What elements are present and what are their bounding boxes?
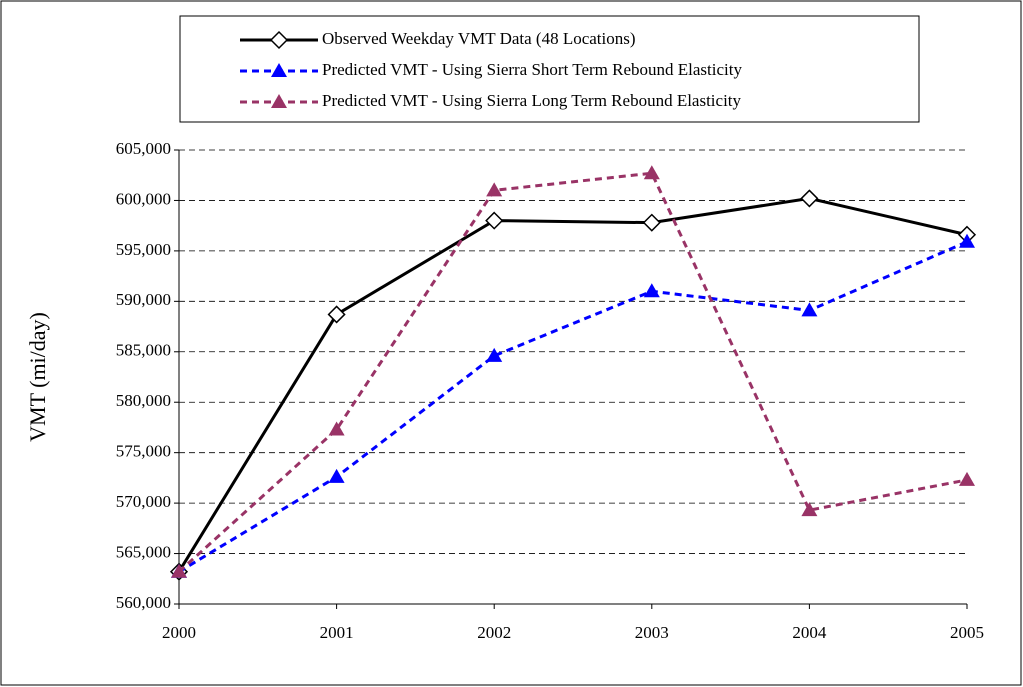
x-tick-label: 2003 [635, 623, 669, 642]
series-line [177, 171, 968, 573]
y-tick-label: 580,000 [116, 391, 171, 410]
legend-label: Observed Weekday VMT Data (48 Locations) [322, 29, 636, 48]
series-line [177, 196, 968, 573]
data-point [959, 233, 975, 248]
y-tick-label: 590,000 [116, 290, 171, 309]
y-tick-label: 560,000 [116, 593, 171, 612]
legend-marker [269, 30, 289, 50]
data-point [486, 347, 503, 362]
data-point [959, 471, 975, 486]
legend-label: Predicted VMT - Using Sierra Long Term R… [322, 91, 742, 110]
y-tick-label: 595,000 [116, 240, 171, 259]
y-tick-label: 570,000 [116, 492, 171, 511]
y-tick-label: 585,000 [116, 341, 171, 360]
y-tick-label: 600,000 [116, 189, 171, 208]
data-point [800, 189, 819, 208]
data-point [643, 283, 660, 298]
x-tick-label: 2005 [950, 623, 984, 642]
x-tick-label: 2002 [477, 623, 511, 642]
legend-marker [271, 94, 287, 108]
y-axis-label: VMT (mi/day) [25, 312, 50, 442]
legend-marker [271, 63, 287, 77]
data-point [801, 502, 818, 517]
data-point [328, 421, 345, 436]
legend-label: Predicted VMT - Using Sierra Short Term … [322, 60, 742, 79]
y-tick-label: 565,000 [116, 542, 171, 561]
data-point [486, 182, 503, 197]
x-tick-label: 2001 [320, 623, 354, 642]
data-point [171, 563, 187, 578]
y-tick-label: 575,000 [116, 442, 171, 461]
data-point [642, 213, 661, 232]
x-tick-label: 2004 [792, 623, 827, 642]
data-point [485, 211, 504, 230]
legend-box [179, 15, 920, 123]
x-tick-label: 2000 [162, 623, 196, 642]
y-tick-label: 605,000 [116, 139, 171, 158]
data-point [327, 305, 346, 324]
data-point [643, 165, 660, 180]
data-point [328, 468, 345, 483]
data-point [801, 302, 818, 317]
